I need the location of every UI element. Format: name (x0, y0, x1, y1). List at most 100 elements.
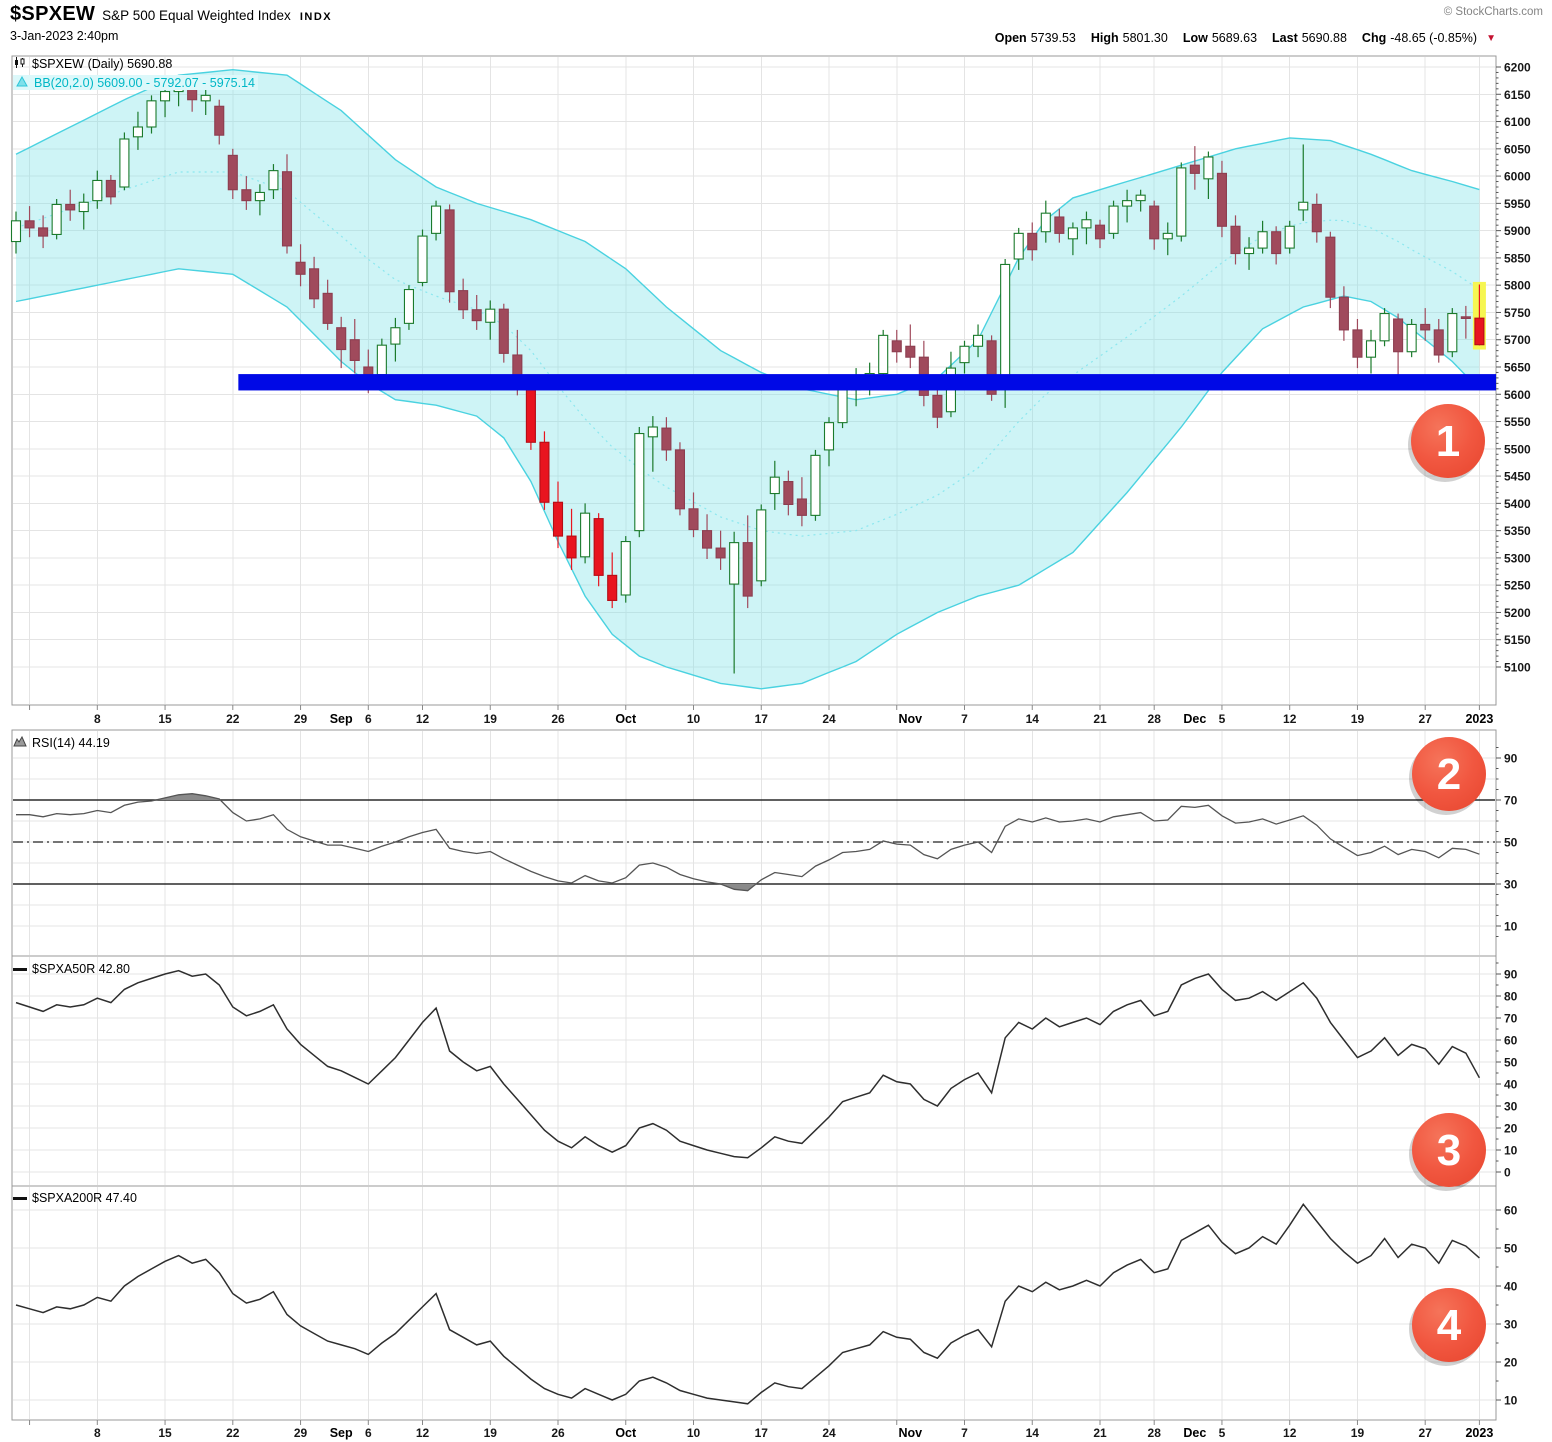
svg-text:6150: 6150 (1504, 88, 1531, 102)
svg-text:15: 15 (158, 1426, 172, 1440)
svg-text:80: 80 (1504, 990, 1518, 1004)
svg-text:28: 28 (1148, 712, 1162, 726)
svg-text:22: 22 (226, 712, 240, 726)
candle (878, 334, 889, 375)
quote-bar: Open 5739.53 High 5801.30 Low 5689.63 Last 5… (995, 31, 1496, 45)
candle (268, 170, 279, 191)
candle (1352, 329, 1363, 358)
svg-text:5850: 5850 (1504, 251, 1531, 265)
svg-text:20: 20 (1504, 1122, 1518, 1136)
candle (1284, 225, 1295, 249)
svg-text:90: 90 (1504, 752, 1518, 766)
candle (566, 535, 577, 559)
candle (1271, 231, 1282, 255)
svg-text:8: 8 (94, 1426, 101, 1440)
spxa50r-y-axis: 0 10 20 30 40 50 60 70 80 90 (1496, 962, 1518, 1180)
annotations: 1 2 3 4 (1408, 404, 1486, 1366)
annotation-circle-4: 4 (1409, 1288, 1486, 1366)
svg-text:4: 4 (1437, 1301, 1462, 1350)
svg-text:19: 19 (1351, 1426, 1365, 1440)
symbol-name: S&P 500 Equal Weighted Index (102, 8, 291, 23)
svg-text:5150: 5150 (1504, 633, 1531, 647)
svg-text:10: 10 (1504, 1394, 1518, 1408)
svg-text:19: 19 (484, 712, 498, 726)
candle (1338, 296, 1349, 331)
copyright: © StockCharts.com (1443, 6, 1543, 18)
x-axis-bottom: 8 15 22 29 Sep 6 12 19 26 Oct 10 17 24 Nov 7 14 21 28 Dec 5… (29, 1420, 1493, 1440)
svg-text:8: 8 (94, 712, 101, 726)
candle (1054, 216, 1065, 234)
svg-text:30: 30 (1504, 878, 1518, 892)
svg-text:60: 60 (1504, 1204, 1518, 1218)
svg-text:6: 6 (365, 712, 372, 726)
svg-text:5700: 5700 (1504, 333, 1531, 347)
svg-text:27: 27 (1419, 712, 1433, 726)
quote-high: High 5801.30 (1090, 31, 1168, 45)
candle (1149, 205, 1160, 240)
candle (146, 100, 157, 128)
candle (796, 498, 807, 516)
candle (1298, 201, 1309, 211)
mountain-icon (13, 735, 27, 750)
candle (1257, 231, 1268, 249)
chart-header: $SPXEW S&P 500 Equal Weighted Index INDX (10, 3, 332, 26)
candle (769, 476, 780, 495)
band-icon (16, 75, 29, 90)
candle (932, 394, 943, 418)
candle (309, 268, 320, 300)
candle (1027, 232, 1038, 251)
svg-text:21: 21 (1093, 1426, 1107, 1440)
candle (363, 366, 374, 376)
svg-text:19: 19 (484, 1426, 498, 1440)
svg-text:0: 0 (1504, 1166, 1511, 1180)
candle (1176, 167, 1187, 237)
svg-text:12: 12 (1283, 712, 1297, 726)
svg-text:Sep: Sep (330, 1426, 353, 1440)
quote-change: Chg -48.65 (-0.85%) (1361, 31, 1478, 45)
candle (376, 344, 387, 376)
candle (105, 179, 116, 198)
candle (593, 518, 604, 576)
svg-text:6100: 6100 (1504, 115, 1531, 129)
candle (10, 220, 22, 243)
svg-text:26: 26 (551, 1426, 565, 1440)
quote-last: Last 5690.88 (1272, 31, 1347, 45)
candle (78, 201, 89, 213)
candle (1189, 164, 1200, 174)
candle (51, 203, 62, 236)
svg-text:5300: 5300 (1504, 551, 1531, 565)
candle (1393, 318, 1404, 353)
svg-text:40: 40 (1504, 1078, 1518, 1092)
svg-text:5400: 5400 (1504, 497, 1531, 511)
svg-text:10: 10 (1504, 1144, 1518, 1158)
candle (823, 422, 835, 451)
candle (1311, 203, 1322, 233)
svg-text:14: 14 (1026, 1426, 1040, 1440)
candle (254, 191, 265, 202)
exchange-label: INDX (299, 11, 333, 23)
svg-text:5350: 5350 (1504, 524, 1531, 538)
candle (539, 441, 550, 503)
candle (1081, 219, 1092, 229)
svg-text:27: 27 (1419, 1426, 1433, 1440)
svg-text:6200: 6200 (1504, 61, 1531, 75)
x-axis-top: 8 15 22 29 Sep 6 12 19 26 Oct 10 17 24 Nov 7 14 21 28 Dec 5… (29, 705, 1493, 726)
candle (1108, 205, 1119, 234)
bollinger-lower-band (15, 268, 1480, 690)
svg-text:Dec: Dec (1183, 1426, 1206, 1440)
candle (295, 261, 306, 275)
candle (1094, 224, 1106, 240)
svg-text:24: 24 (822, 712, 836, 726)
line-icon (13, 967, 27, 971)
candle (417, 235, 428, 284)
candle (403, 288, 415, 324)
bollinger-upper-band (15, 68, 1480, 401)
svg-text:70: 70 (1504, 794, 1518, 808)
spxa50r-line (15, 969, 1481, 1159)
annotation-circle-3: 3 (1409, 1113, 1486, 1191)
svg-text:7: 7 (961, 712, 968, 726)
candle (701, 530, 713, 549)
svg-text:22: 22 (226, 1426, 240, 1440)
svg-text:17: 17 (755, 1426, 769, 1440)
svg-text:12: 12 (416, 1426, 430, 1440)
